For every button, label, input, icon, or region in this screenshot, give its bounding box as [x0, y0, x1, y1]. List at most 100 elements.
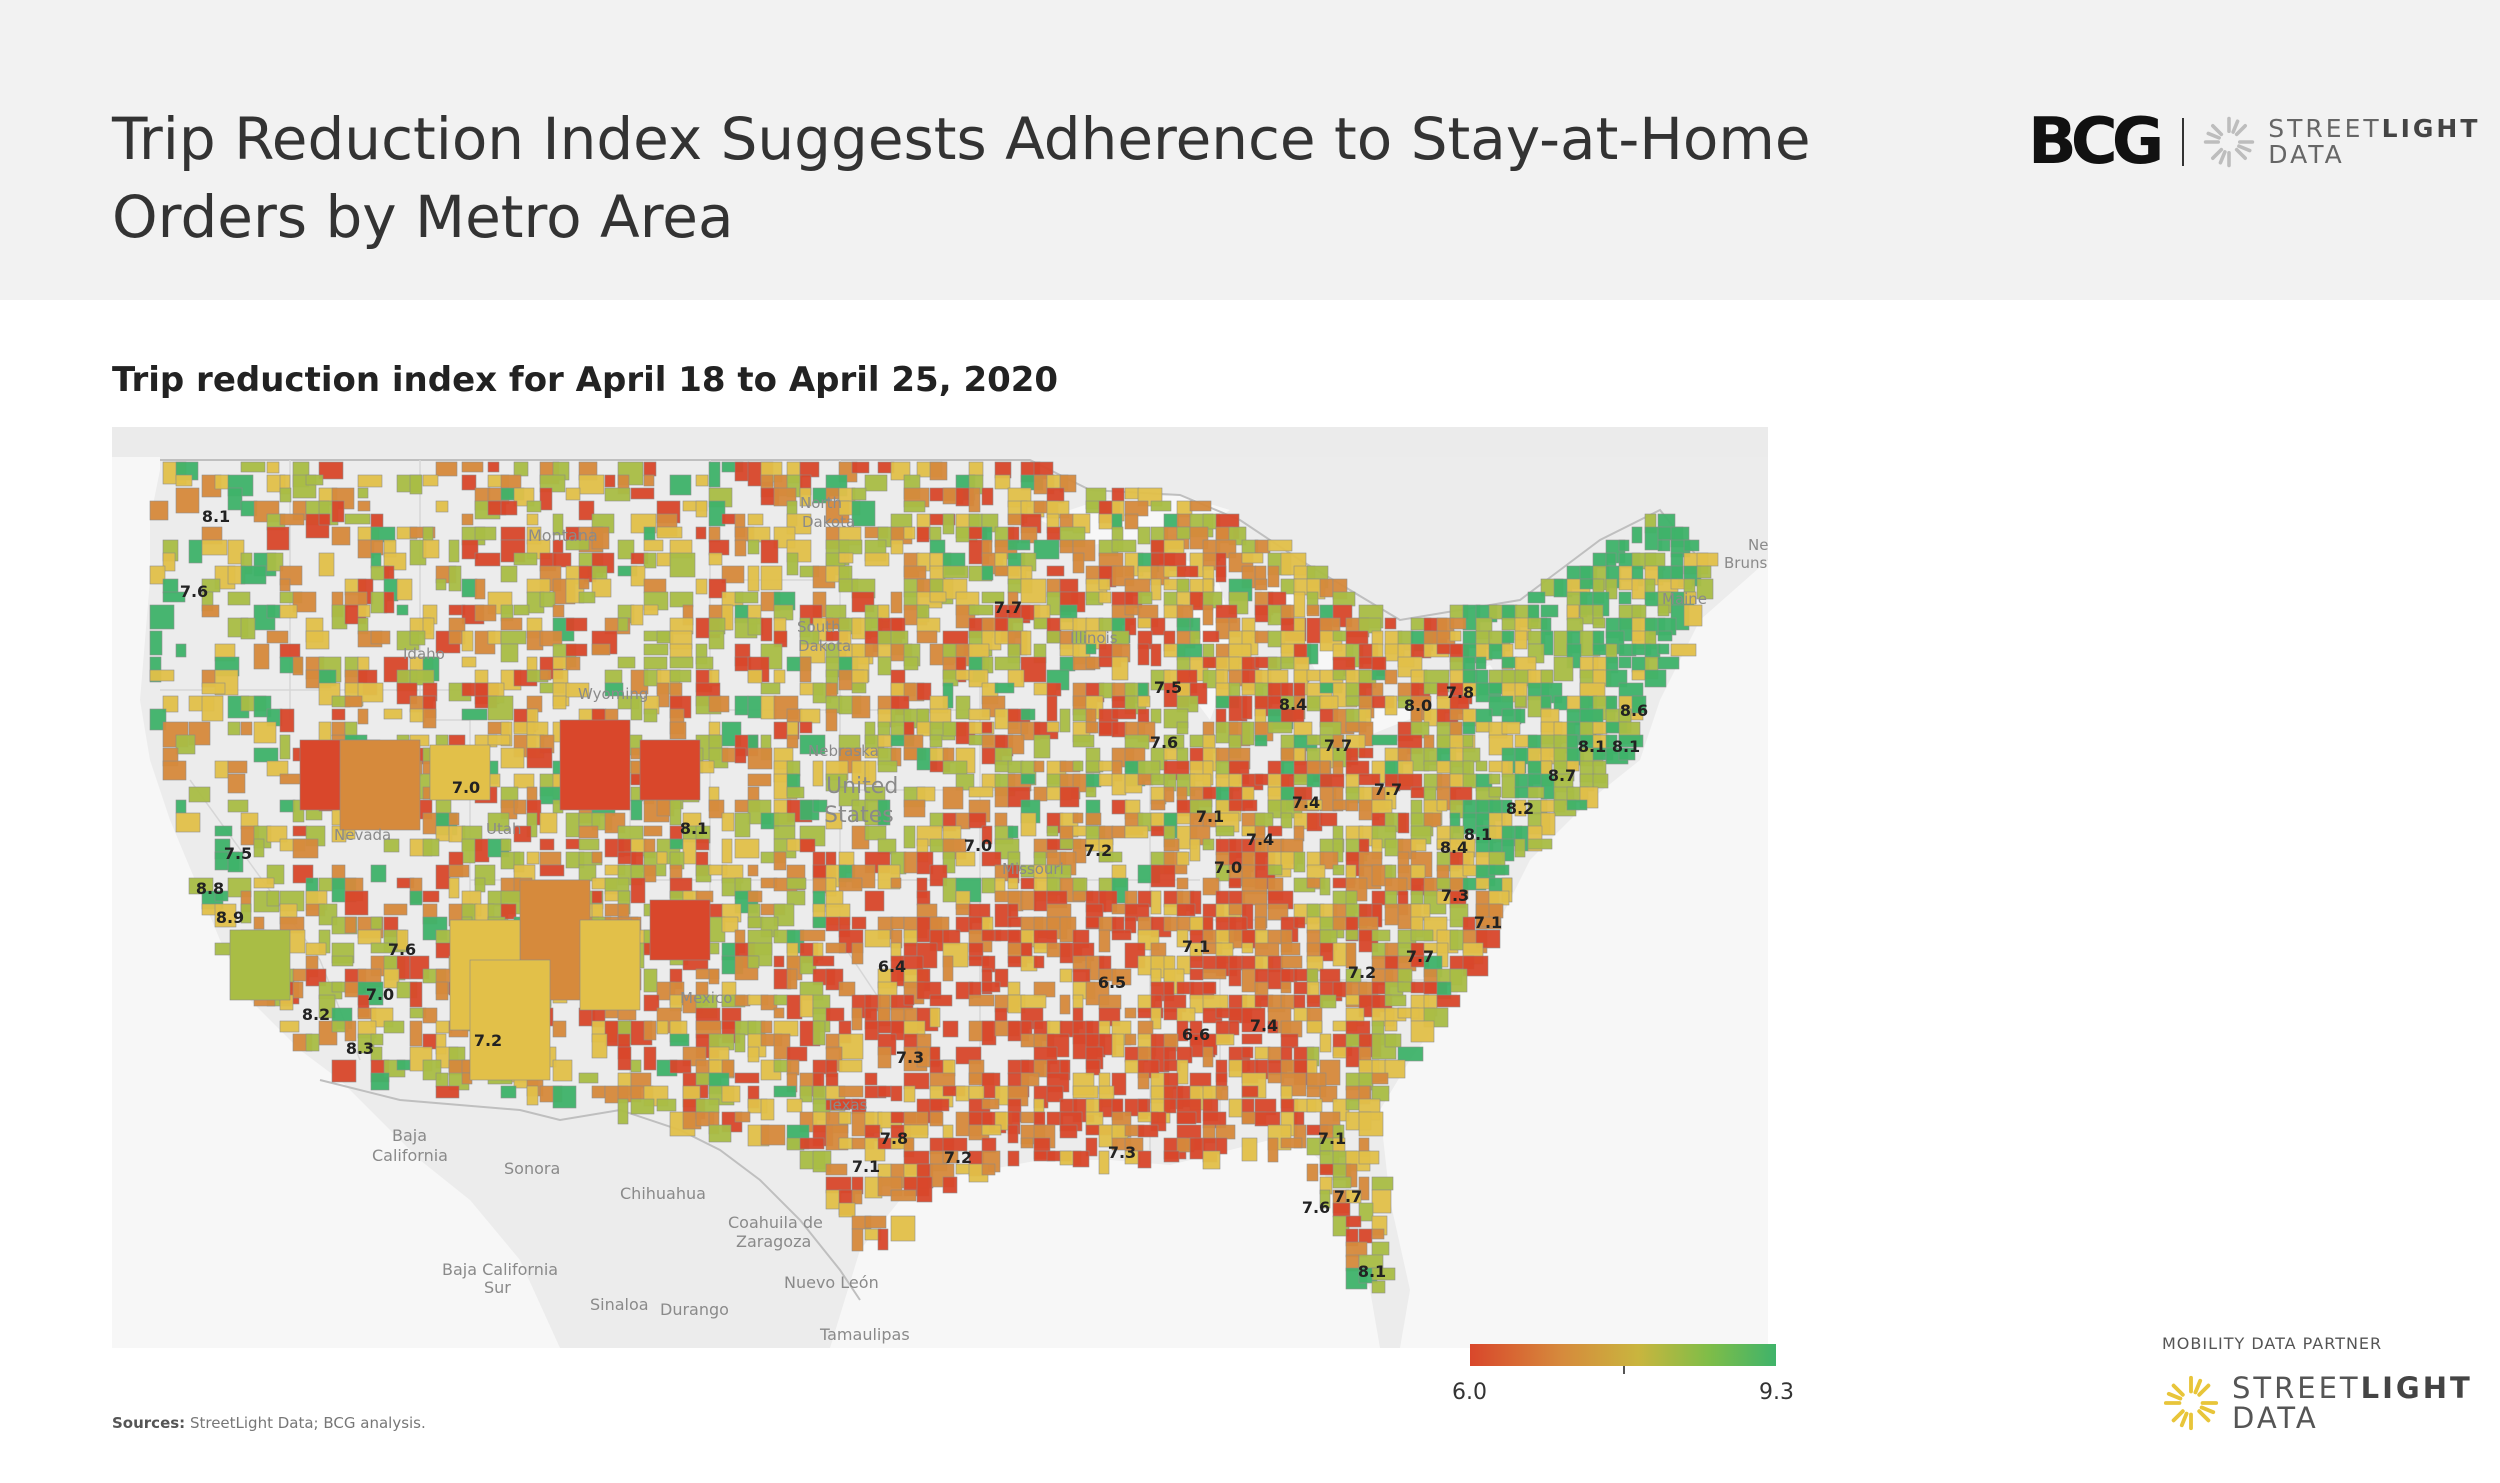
- metro-region-cell[interactable]: [1072, 994, 1084, 1009]
- metro-region-cell[interactable]: [1631, 669, 1646, 681]
- metro-region-cell[interactable]: [227, 487, 243, 511]
- metro-region-cell[interactable]: [981, 825, 993, 845]
- metro-region-cell[interactable]: [1358, 1150, 1380, 1165]
- metro-region-cell[interactable]: [721, 838, 733, 864]
- metro-region-cell[interactable]: [1254, 630, 1270, 644]
- metro-region-cell[interactable]: [1449, 617, 1467, 630]
- metro-region-cell[interactable]: [1202, 1150, 1221, 1170]
- metro-region-cell[interactable]: [1189, 968, 1204, 981]
- metro-region-cell[interactable]: [565, 643, 588, 657]
- metro-region-cell[interactable]: [1371, 1241, 1390, 1256]
- metro-region-cell[interactable]: [409, 1020, 423, 1047]
- metro-region-cell[interactable]: [903, 994, 915, 1006]
- metro-region-cell[interactable]: [760, 682, 781, 695]
- metro-region-cell[interactable]: [1163, 591, 1178, 607]
- metro-region-cell[interactable]: [643, 643, 669, 656]
- metro-region-cell[interactable]: [1384, 994, 1407, 1007]
- metro-region-cell[interactable]: [1085, 786, 1097, 798]
- metro-region-cell[interactable]: [1410, 890, 1424, 905]
- metro-region-cell[interactable]: [279, 1020, 300, 1033]
- metro-region-cell[interactable]: [1488, 773, 1501, 785]
- metro-region-cell[interactable]: [552, 604, 565, 618]
- metro-region-cell[interactable]: [331, 526, 351, 546]
- metro-region-cell[interactable]: [1215, 1033, 1235, 1046]
- metro-region-cell[interactable]: [500, 903, 517, 920]
- metro-region-cell[interactable]: [1163, 1098, 1177, 1114]
- metro-region-cell[interactable]: [903, 500, 926, 513]
- metro-region-cell[interactable]: [1228, 877, 1242, 889]
- metro-region-cell[interactable]: [669, 838, 684, 850]
- metro-region-cell[interactable]: [1202, 968, 1227, 980]
- metro-region-cell[interactable]: [851, 916, 867, 930]
- metro-region-cell[interactable]: [1462, 747, 1481, 763]
- metro-region-cell[interactable]: [1085, 812, 1102, 826]
- metro-region-cell[interactable]: [1306, 799, 1323, 811]
- metro-region-cell[interactable]: [916, 682, 932, 701]
- metro-region-cell[interactable]: [1215, 565, 1227, 583]
- metro-region-cell[interactable]: [1202, 838, 1215, 851]
- metro-region-cell[interactable]: [1319, 578, 1334, 598]
- metro-region-cell[interactable]: [1254, 968, 1270, 984]
- metro-region-cell[interactable]: [461, 461, 484, 473]
- metro-region-cell[interactable]: [929, 1098, 950, 1112]
- metro-region-cell[interactable]: [773, 812, 796, 827]
- metro-region-cell[interactable]: [539, 591, 556, 608]
- metro-region-cell[interactable]: [162, 591, 186, 603]
- metro-region-cell[interactable]: [266, 825, 288, 843]
- metro-region-cell[interactable]: [734, 461, 750, 482]
- metro-region-cell[interactable]: [1033, 734, 1051, 759]
- metro-region-cell[interactable]: [695, 474, 709, 487]
- metro-region-cell[interactable]: [1137, 526, 1151, 545]
- metro-region-cell[interactable]: [1618, 734, 1644, 748]
- metro-region-cell[interactable]: [1345, 799, 1359, 812]
- metro-region-cell[interactable]: [1358, 1228, 1373, 1244]
- metro-region-cell[interactable]: [721, 747, 737, 763]
- metro-region-cell[interactable]: [474, 578, 486, 600]
- metro-region-cell[interactable]: [903, 942, 918, 957]
- metro-region-cell[interactable]: [227, 799, 249, 813]
- metro-region-cell[interactable]: [695, 578, 708, 595]
- metro-region-cell[interactable]: [968, 1085, 985, 1100]
- metro-region-cell[interactable]: [955, 851, 976, 867]
- metro-region-cell[interactable]: [1410, 786, 1426, 799]
- metro-region-cell[interactable]: [487, 695, 514, 721]
- metro-region-cell[interactable]: [630, 604, 644, 626]
- metro-region-cell[interactable]: [1176, 877, 1189, 890]
- metro-region-cell[interactable]: [786, 552, 799, 576]
- metro-region-cell[interactable]: [526, 500, 542, 513]
- metro-region-cell[interactable]: [1514, 695, 1527, 708]
- metro-region-cell[interactable]: [1371, 630, 1384, 646]
- metro-region-cell[interactable]: [825, 812, 843, 830]
- metro-region-cell[interactable]: [1098, 578, 1111, 591]
- metro-region-cell[interactable]: [890, 1215, 916, 1242]
- metro-region-cell[interactable]: [1384, 1033, 1402, 1048]
- metro-region-cell[interactable]: [604, 682, 624, 697]
- metro-region-cell[interactable]: [773, 1007, 785, 1019]
- metro-region-cell[interactable]: [1072, 1150, 1090, 1168]
- metro-region-cell[interactable]: [1358, 747, 1374, 759]
- metro-region-cell[interactable]: [344, 1020, 357, 1042]
- metro-region-cell[interactable]: [643, 1020, 657, 1041]
- metro-region-cell[interactable]: [773, 669, 786, 684]
- metro-region-cell[interactable]: [955, 656, 967, 683]
- metro-region-cell[interactable]: [227, 721, 241, 736]
- metro-region-cell[interactable]: [409, 474, 423, 495]
- metro-region-cell[interactable]: [916, 630, 938, 644]
- metro-region-cell[interactable]: [1111, 539, 1137, 553]
- metro-region-cell[interactable]: [266, 526, 290, 551]
- metro-region-cell[interactable]: [929, 461, 948, 481]
- metro-region-cell[interactable]: [1072, 1085, 1099, 1099]
- metro-region-cell[interactable]: [1293, 591, 1306, 618]
- metro-region-cell[interactable]: [227, 851, 244, 873]
- metro-region-cell[interactable]: [1176, 526, 1191, 540]
- metro-region-cell[interactable]: [1605, 578, 1618, 600]
- metro-region-cell[interactable]: [812, 916, 827, 929]
- metro-region-cell[interactable]: [1228, 682, 1241, 697]
- metro-region-cell[interactable]: [461, 539, 479, 560]
- metro-region-cell[interactable]: [1488, 786, 1502, 798]
- metro-region-cell[interactable]: [1098, 591, 1112, 604]
- metro-region-cell[interactable]: [1202, 630, 1220, 643]
- metro-region-cell[interactable]: [786, 877, 807, 890]
- metro-region-cell[interactable]: [435, 578, 447, 591]
- metro-region-cell[interactable]: [1501, 721, 1521, 735]
